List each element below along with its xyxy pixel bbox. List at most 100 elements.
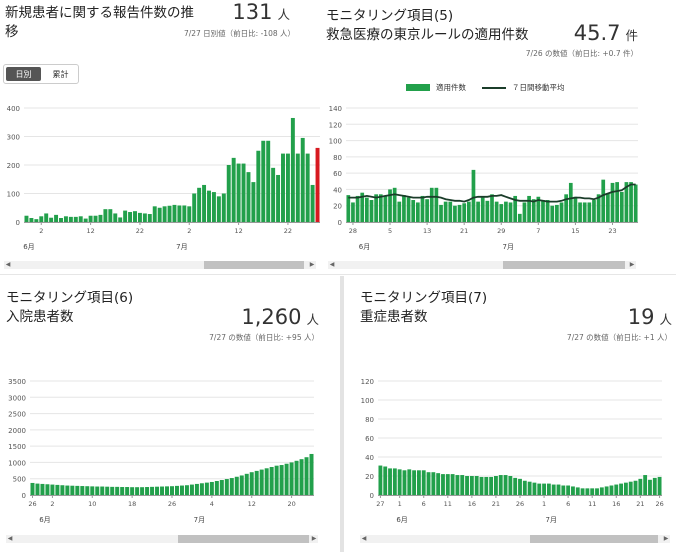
bar [378,465,383,495]
bar [421,470,426,495]
bar [78,216,83,222]
scroll-left-icon[interactable]: ◀ [329,261,335,268]
bar [179,485,184,495]
x-tick-label: 21 [460,227,468,235]
bar [123,210,128,222]
p2-value: 45.7 件 [574,21,638,45]
scroll-left-icon[interactable]: ◀ [361,535,367,542]
bar [498,475,503,495]
x-tick-label: 23 [608,227,616,235]
bar [271,167,276,222]
scroll-right-icon[interactable]: ▶ [311,535,317,542]
bar [638,478,643,495]
scroll-left-icon[interactable]: ◀ [5,261,11,268]
bar [244,473,249,495]
bar [434,187,439,222]
bar [564,194,569,222]
bar [443,201,448,222]
bar [73,216,78,222]
bar [568,182,573,222]
scroll-left-icon[interactable]: ◀ [7,535,13,542]
bar [392,468,397,495]
x-tick-label: 5 [388,227,392,235]
x-tick-label: 7 [536,227,540,235]
x-tick-label: 12 [234,227,242,235]
chart-severe-scrollbar[interactable]: ◀ ▶ [360,535,670,543]
p1-value: 131 人 [232,0,290,24]
y-tick-label: 1500 [8,443,26,451]
bar [476,201,480,222]
bar [592,200,596,222]
scroll-thumb[interactable] [204,261,304,269]
x-tick-label: 2 [50,500,54,508]
bar [75,485,80,495]
month-label: 7月 [194,516,205,524]
scroll-thumb[interactable] [178,535,309,543]
bar [214,480,219,495]
bar [234,476,239,495]
bar [50,484,55,495]
p4-heading: モニタリング項目(7) [360,290,488,306]
bar [480,197,485,222]
y-tick-label: 2500 [8,411,26,419]
scroll-thumb[interactable] [503,261,625,269]
bar [147,214,152,222]
p2-value-unit: 件 [625,28,638,43]
y-tick-label: 100 [361,397,374,405]
scroll-thumb[interactable] [530,535,658,543]
bar [494,201,499,222]
x-tick-label: 27 [376,500,384,508]
tab-cumulative[interactable]: 累計 [52,69,69,79]
p4-value: 19 人 [628,305,672,329]
bar [110,486,115,495]
scroll-right-icon[interactable]: ▶ [629,261,635,268]
scroll-right-icon[interactable]: ▶ [309,261,315,268]
y-tick-label: 100 [7,191,20,199]
bar [251,182,256,222]
y-tick-label: 0 [16,219,20,227]
y-tick-label: 20 [333,203,342,211]
x-tick-label: 16 [612,500,620,508]
month-label: 7月 [546,516,557,524]
bar [397,201,402,222]
bar [211,192,216,222]
bar [98,214,103,222]
x-tick-label: 22 [136,227,144,235]
x-tick-label: 6 [422,500,426,508]
p1-title-line1: 新規患者に関する報告件数の推 [5,5,194,21]
bar [416,470,421,495]
bar [172,204,177,222]
p3-value: 1,260 人 [241,305,319,329]
bar [259,469,264,495]
bar [471,169,476,222]
y-tick-label: 80 [365,416,374,424]
scroll-right-icon[interactable]: ▶ [663,535,669,542]
bar [425,199,429,222]
y-tick-label: 20 [365,473,374,481]
legend-line-label: ７日間移動平均 [512,83,565,92]
chart-inpatients-scrollbar[interactable]: ◀ ▶ [6,535,318,543]
tab-daily[interactable]: 日別 [6,67,41,81]
bar [485,200,490,222]
chart-new-cases-scrollbar[interactable]: ◀ ▶ [4,261,316,269]
month-label: 6月 [39,516,50,524]
p4-value-number: 19 [627,305,655,329]
p2-value-number: 45.7 [573,21,621,45]
p3-value-number: 1,260 [241,305,302,329]
bar [145,487,150,495]
panel-divider-vertical [340,276,344,552]
bar [113,213,118,222]
bar [460,475,465,495]
bar [135,487,140,495]
bar [537,483,542,495]
bar [522,202,527,222]
chart-tokyo-rule-scrollbar[interactable]: ◀ ▶ [328,261,636,269]
x-tick-label: 26 [655,500,663,508]
x-tick-label: 13 [423,227,431,235]
bar [436,473,441,495]
bar [216,196,221,222]
bar [559,202,564,222]
x-tick-label: 1 [398,500,402,508]
bar [254,470,259,495]
bar [35,483,40,495]
